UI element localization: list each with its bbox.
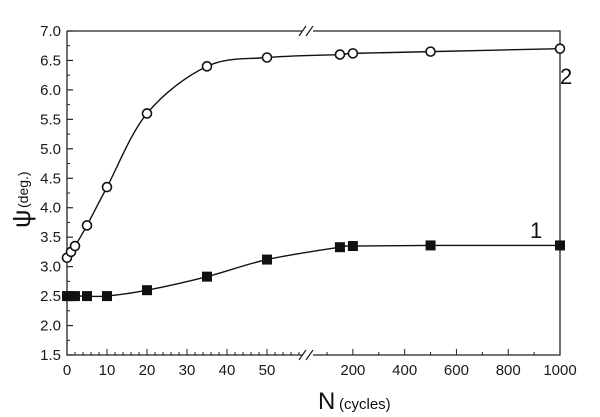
series-2 (61, 43, 566, 264)
data-point (141, 108, 153, 119)
x-tick-label: 0 (63, 362, 71, 379)
y-tick-label: 1.5 (40, 347, 61, 364)
data-point (334, 49, 346, 60)
x-tick-label: 400 (392, 362, 417, 379)
data-point (347, 48, 359, 59)
y-tick-label: 5.5 (40, 111, 61, 128)
data-point (81, 220, 93, 231)
x-tick-label: 30 (179, 362, 196, 379)
y-axis-title: ψ (deg.) (6, 171, 36, 228)
data-series (61, 43, 566, 302)
data-point (201, 61, 213, 72)
y-tick-label: 4.5 (40, 170, 61, 187)
y-axis-unit: (deg.) (15, 171, 31, 208)
data-point (425, 46, 436, 57)
x-axis-ticks: 0 10 20 30 40 50 200 400 600 800 1000 (63, 349, 577, 379)
data-point (70, 291, 80, 302)
data-point (202, 271, 212, 282)
data-point (425, 240, 436, 251)
x-tick-label: 40 (219, 362, 236, 379)
x-tick-label: 50 (259, 362, 276, 379)
y-axis-label: ψ (6, 209, 36, 228)
x-tick-label: 800 (496, 362, 521, 379)
x-tick-label: 20 (139, 362, 156, 379)
x-axis-title: N (cycles) (318, 388, 391, 415)
series-1-label: 1 (530, 218, 542, 243)
plot-frame (66, 25, 561, 361)
x-tick-label: 200 (340, 362, 365, 379)
data-point (69, 240, 81, 252)
data-point (347, 241, 358, 252)
data-point (102, 291, 112, 302)
y-tick-label: 7.0 (40, 23, 61, 40)
data-point (82, 291, 92, 302)
x-tick-label: 10 (99, 362, 116, 379)
y-tick-label: 3.5 (40, 229, 61, 246)
y-tick-label: 2.0 (40, 318, 61, 335)
data-point (554, 43, 566, 54)
data-point (142, 285, 152, 296)
data-point (334, 242, 345, 253)
series-1 (62, 240, 565, 302)
x-axis-unit: (cycles) (339, 396, 391, 413)
data-point (101, 181, 113, 193)
y-tick-label: 6.5 (40, 52, 61, 69)
y-tick-label: 4.0 (40, 200, 61, 217)
x-tick-label: 600 (444, 362, 469, 379)
y-tick-label: 5.0 (40, 141, 61, 158)
y-tick-label: 2.5 (40, 288, 61, 305)
y-tick-label: 3.0 (40, 259, 61, 276)
data-point (261, 52, 273, 63)
x-tick-label: 1000 (543, 362, 576, 379)
y-axis-ticks: 1.5 2.0 2.5 3.0 3.5 4.0 4.5 5.0 5.5 6.0 6.5 7.0 (40, 23, 73, 364)
y-tick-label: 6.0 (40, 82, 61, 99)
x-axis-label: N (318, 388, 335, 415)
data-point (262, 254, 272, 265)
data-point (555, 240, 565, 251)
series-2-label: 2 (560, 64, 572, 89)
